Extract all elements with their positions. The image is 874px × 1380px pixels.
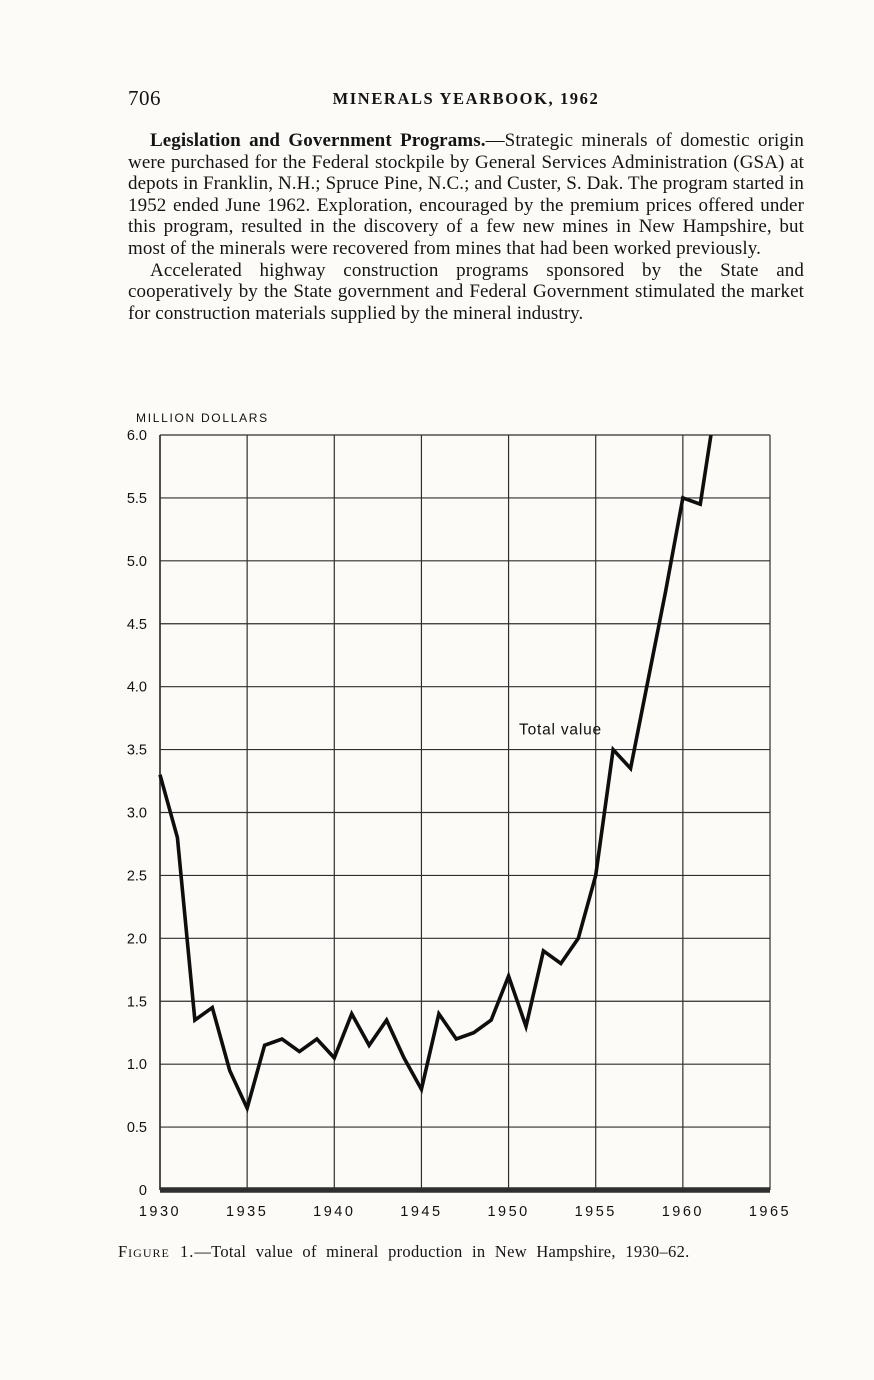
y-tick-label: 5.5	[127, 491, 147, 507]
series-annotation: Total value	[519, 721, 602, 738]
x-tick-label: 1945	[400, 1204, 442, 1220]
y-axis-title: MILLION DOLLARS	[136, 411, 269, 425]
y-tick-label: 4.0	[127, 680, 147, 696]
x-tick-label: 1940	[313, 1204, 355, 1220]
y-tick-label: 6.0	[127, 428, 147, 444]
y-tick-label: 3.5	[127, 743, 147, 759]
paragraph-text: Accelerated highway construction program…	[128, 259, 804, 324]
y-tick-label: 0	[139, 1183, 147, 1199]
y-tick-label: 1.5	[127, 994, 147, 1010]
running-header-title: MINERALS YEARBOOK, 1962	[332, 89, 600, 108]
y-tick-label: 0.5	[127, 1120, 147, 1136]
y-tick-label: 2.0	[127, 931, 147, 947]
paragraph-highway: Accelerated highway construction program…	[128, 260, 804, 325]
y-tick-label: 2.5	[127, 868, 147, 884]
figure-1-chart: 6.0 5.5 5.0 4.5 4.0 3.5 3.0 2.5 2.0 1.5 1.0 0.5 0 193…	[127, 411, 791, 1220]
paragraph-text: —Strategic minerals of domestic origin w…	[128, 130, 804, 259]
body-text: Legislation and Government Programs.—Str…	[128, 130, 804, 324]
x-tick-label: 1950	[487, 1204, 529, 1220]
y-tick-label: 3.0	[127, 806, 147, 822]
figure-1: 6.0 5.5 5.0 4.5 4.0 3.5 3.0 2.5 2.0 1.5 1.0 0.5 0 193…	[90, 403, 830, 1262]
x-tick-label: 1960	[662, 1204, 704, 1220]
x-tick-label: 1930	[139, 1204, 181, 1220]
total-value-line	[158, 435, 713, 1114]
x-tick-label: 1965	[749, 1204, 791, 1220]
y-tick-label: 1.0	[127, 1057, 147, 1073]
x-tick-label: 1935	[226, 1204, 268, 1220]
paragraph-legislation: Legislation and Government Programs.—Str…	[128, 130, 804, 260]
figure-label: Figure 1.	[118, 1242, 195, 1261]
figure-caption: Figure 1.—Total value of mineral product…	[118, 1242, 806, 1262]
page-header: 706 MINERALS YEARBOOK, 1962	[128, 86, 804, 112]
figure-caption-text: —Total value of mineral production in Ne…	[194, 1242, 690, 1261]
y-tick-label: 4.5	[127, 617, 147, 633]
page-number: 706	[128, 86, 161, 110]
paragraph-lead: Legislation and Government Programs.	[150, 130, 486, 151]
x-tick-label: 1955	[575, 1204, 617, 1220]
y-tick-label: 5.0	[127, 554, 147, 570]
